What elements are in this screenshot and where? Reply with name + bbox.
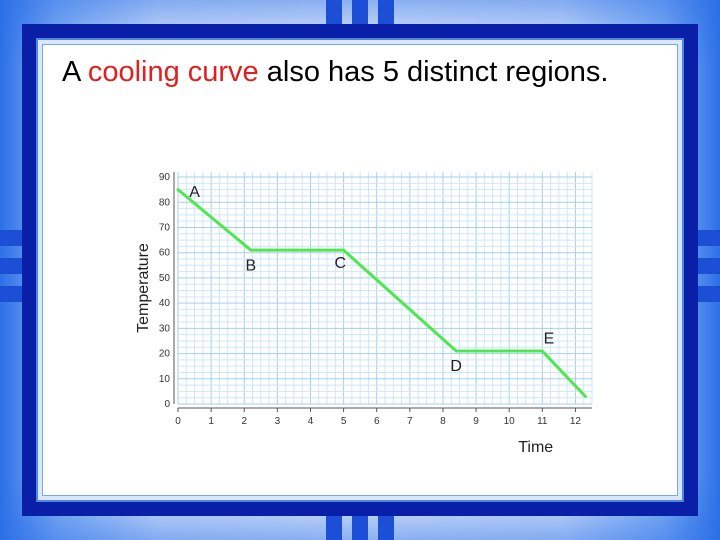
y-tick-label: 80	[159, 197, 171, 208]
x-tick-label: 3	[275, 416, 281, 427]
x-tick-label: 9	[473, 416, 479, 427]
x-tick-label: 11	[537, 416, 548, 427]
x-tick-label: 10	[504, 416, 516, 427]
x-tick-label: 5	[341, 416, 347, 427]
y-axis-title: Temperature	[135, 243, 152, 333]
y-tick-label: 20	[159, 349, 171, 360]
point-label-c: C	[335, 255, 347, 272]
y-tick-label: 30	[159, 323, 171, 334]
x-axis-title: Time	[518, 439, 553, 456]
title-prefix: A	[62, 56, 88, 88]
y-tick-label: 50	[159, 273, 171, 284]
chart-series	[176, 188, 587, 398]
y-tick-label: 90	[159, 172, 171, 183]
x-tick-label: 4	[308, 416, 314, 427]
slide-title: A cooling curve also has 5 distinct regi…	[62, 54, 662, 91]
point-label-d: D	[450, 358, 462, 375]
chart-grid	[177, 172, 593, 405]
y-tick-labels: 0 10 20 30 40 50 60 70 80 90	[159, 172, 171, 410]
x-tick-label: 12	[570, 416, 582, 427]
point-labels: A B C D E	[189, 184, 554, 375]
point-label-a: A	[189, 184, 200, 201]
title-highlight: cooling curve	[87, 56, 259, 88]
cooling-curve-line	[176, 188, 587, 398]
y-tick-label: 0	[164, 399, 170, 410]
point-label-e: E	[544, 330, 555, 347]
chart-axes	[173, 172, 592, 409]
x-tick-label: 2	[241, 416, 247, 427]
point-label-b: B	[246, 257, 257, 274]
y-tick-label: 40	[159, 298, 171, 309]
x-tick-label: 1	[208, 416, 214, 427]
y-tick-label: 10	[159, 374, 171, 385]
x-tick-label: 8	[440, 416, 446, 427]
y-tick-label: 70	[159, 222, 171, 233]
y-tick-label: 60	[159, 248, 171, 259]
chart-background	[122, 162, 596, 460]
x-tick-label: 0	[175, 416, 181, 427]
x-tick-label: 7	[407, 416, 413, 427]
x-tick-label: 6	[374, 416, 380, 427]
x-tick-labels: 0 1 2 3 4 5 6 7 8 9 10 11 12	[175, 408, 581, 427]
title-suffix: also has 5 distinct regions.	[258, 56, 609, 88]
